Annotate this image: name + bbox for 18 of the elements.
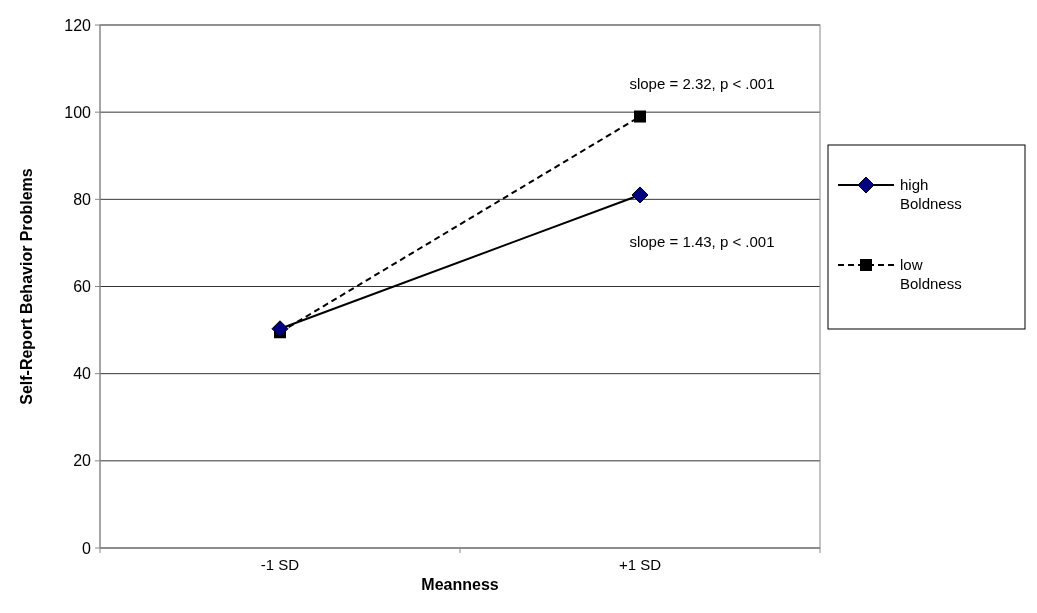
point	[634, 110, 646, 123]
legend-label: high Boldness	[900, 176, 962, 212]
y-axis-title: Self-Report Behavior Problems	[18, 168, 35, 405]
annotation: slope = 2.32, p < .001	[629, 74, 775, 92]
annotation: slope = 1.43, p < .001	[629, 232, 775, 250]
y-tick-label: 80	[73, 190, 92, 208]
y-tick-label: 20	[73, 452, 92, 470]
y-tick-label: 0	[82, 539, 92, 557]
x-tick-label: -1 SD	[260, 556, 300, 573]
x-tick-label: +1 SD	[618, 556, 662, 573]
y-tick-label: 40	[73, 365, 92, 383]
y-tick-label: 60	[73, 278, 92, 296]
point	[271, 320, 289, 338]
y-tick-label: 100	[64, 103, 92, 121]
y-tick-label: 120	[64, 16, 92, 34]
x-axis-title: Meanness	[421, 576, 499, 593]
legend-label: low Boldness	[900, 256, 962, 292]
point	[631, 186, 649, 204]
